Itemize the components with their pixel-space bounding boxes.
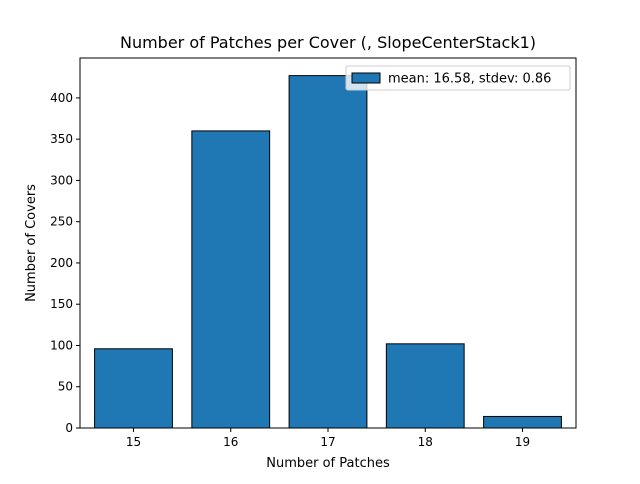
y-tick-label: 50 — [58, 380, 73, 394]
y-tick-label: 200 — [50, 256, 73, 270]
bars-group — [94, 75, 562, 429]
y-tick-label: 300 — [50, 173, 73, 187]
y-tick-label: 250 — [50, 215, 73, 229]
bar-15 — [94, 348, 173, 429]
x-tick-label: 17 — [320, 435, 335, 449]
bar-19 — [483, 415, 562, 429]
y-tick-label: 400 — [50, 91, 73, 105]
x-axis-label: Number of Patches — [266, 456, 390, 471]
y-tick-label: 150 — [50, 297, 73, 311]
bar-16 — [191, 130, 271, 429]
legend-box — [345, 65, 571, 91]
y-tick-label: 350 — [50, 132, 73, 146]
x-axis: 15 16 17 18 19 — [126, 428, 530, 449]
y-tick-label: 100 — [50, 338, 73, 352]
y-axis-label: Number of Covers — [24, 184, 39, 302]
axes-frame — [79, 57, 577, 429]
x-tick-label: 18 — [418, 435, 433, 449]
bar-18 — [385, 343, 465, 429]
legend-label: mean: 16.58, stdev: 0.86 — [388, 72, 551, 87]
x-tick-label: 16 — [223, 435, 238, 449]
x-tick-label: 15 — [126, 435, 141, 449]
legend: mean: 16.58, stdev: 0.86 — [345, 65, 571, 91]
y-tick-label: 0 — [65, 421, 73, 435]
bar-17 — [288, 75, 368, 429]
legend-swatch — [351, 72, 381, 84]
chart-title: Number of Patches per Cover (, SlopeCent… — [120, 33, 536, 52]
y-axis: 0 50 100 150 200 250 300 350 400 — [50, 91, 80, 435]
x-tick-label: 19 — [515, 435, 530, 449]
